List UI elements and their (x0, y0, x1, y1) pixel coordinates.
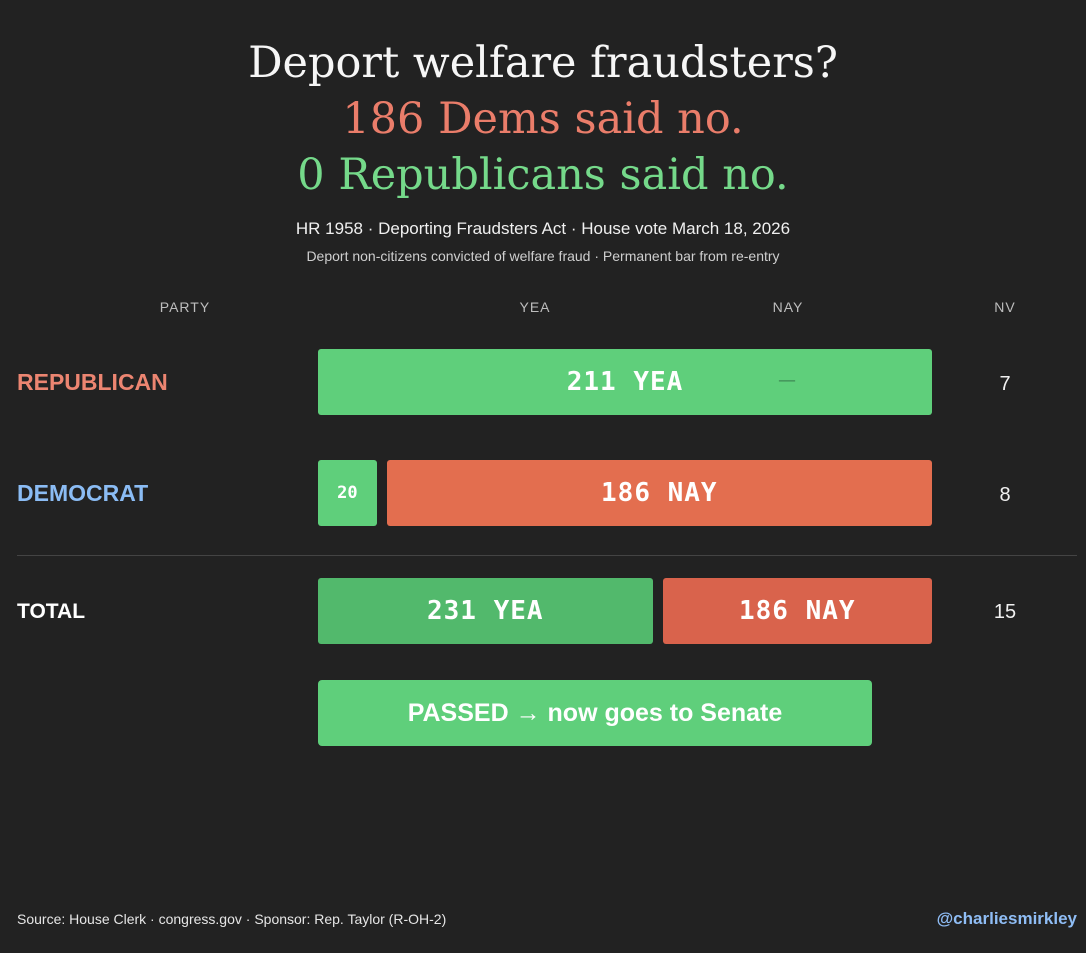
nv-value-democrat: 8 (999, 484, 1011, 506)
party-label-republican: REPUBLICAN (17, 369, 168, 395)
bar-label-democrat-yea: 20 (337, 483, 358, 503)
republicans-no-headline: 0 Republicans said no. (297, 150, 789, 200)
bar-label-republican-nay: — (778, 370, 796, 391)
column-header-nay: NAY (772, 299, 804, 315)
column-header-party: PARTY (159, 299, 211, 315)
dems-no-headline: 186 Dems said no. (342, 94, 744, 144)
nv-value-republican: 7 (999, 373, 1011, 395)
nv-value-total: 15 (993, 601, 1017, 623)
divider (17, 555, 1077, 556)
page-title: Deport welfare fraudsters? (248, 38, 838, 88)
bar-label-total-nay: 186 NAY (738, 596, 856, 626)
author-handle: @charliesmirkley (936, 909, 1077, 928)
bar-total-yea: 231 YEA (318, 578, 653, 644)
bill-description: Deport non-citizens convicted of welfare… (306, 248, 780, 264)
bar-republican-yea: 211 YEA (318, 349, 932, 415)
bar-democrat-yea: 20 (318, 460, 377, 526)
bar-label-total-yea: 231 YEA (427, 596, 544, 626)
bar-label-republican-yea: 211 YEA (566, 367, 684, 397)
column-header-nv: NV (994, 299, 1016, 315)
party-label-total: TOTAL (17, 600, 86, 623)
bar-label-democrat-nay: 186 NAY (601, 478, 718, 508)
source-credit: Source: House Clerk · congress.gov · Spo… (17, 911, 447, 927)
passed-badge: PASSED → now goes to Senate (318, 680, 872, 746)
column-header-yea: YEA (519, 299, 551, 315)
bar-total-nay: 186 NAY (662, 578, 932, 644)
passed-badge-label: PASSED → now goes to Senate (407, 698, 783, 727)
party-label-democrat: DEMOCRAT (17, 480, 149, 506)
bar-democrat-nay: 186 NAY (386, 460, 932, 526)
bill-subtitle: HR 1958 · Deporting Fraudsters Act · Hou… (295, 219, 791, 238)
